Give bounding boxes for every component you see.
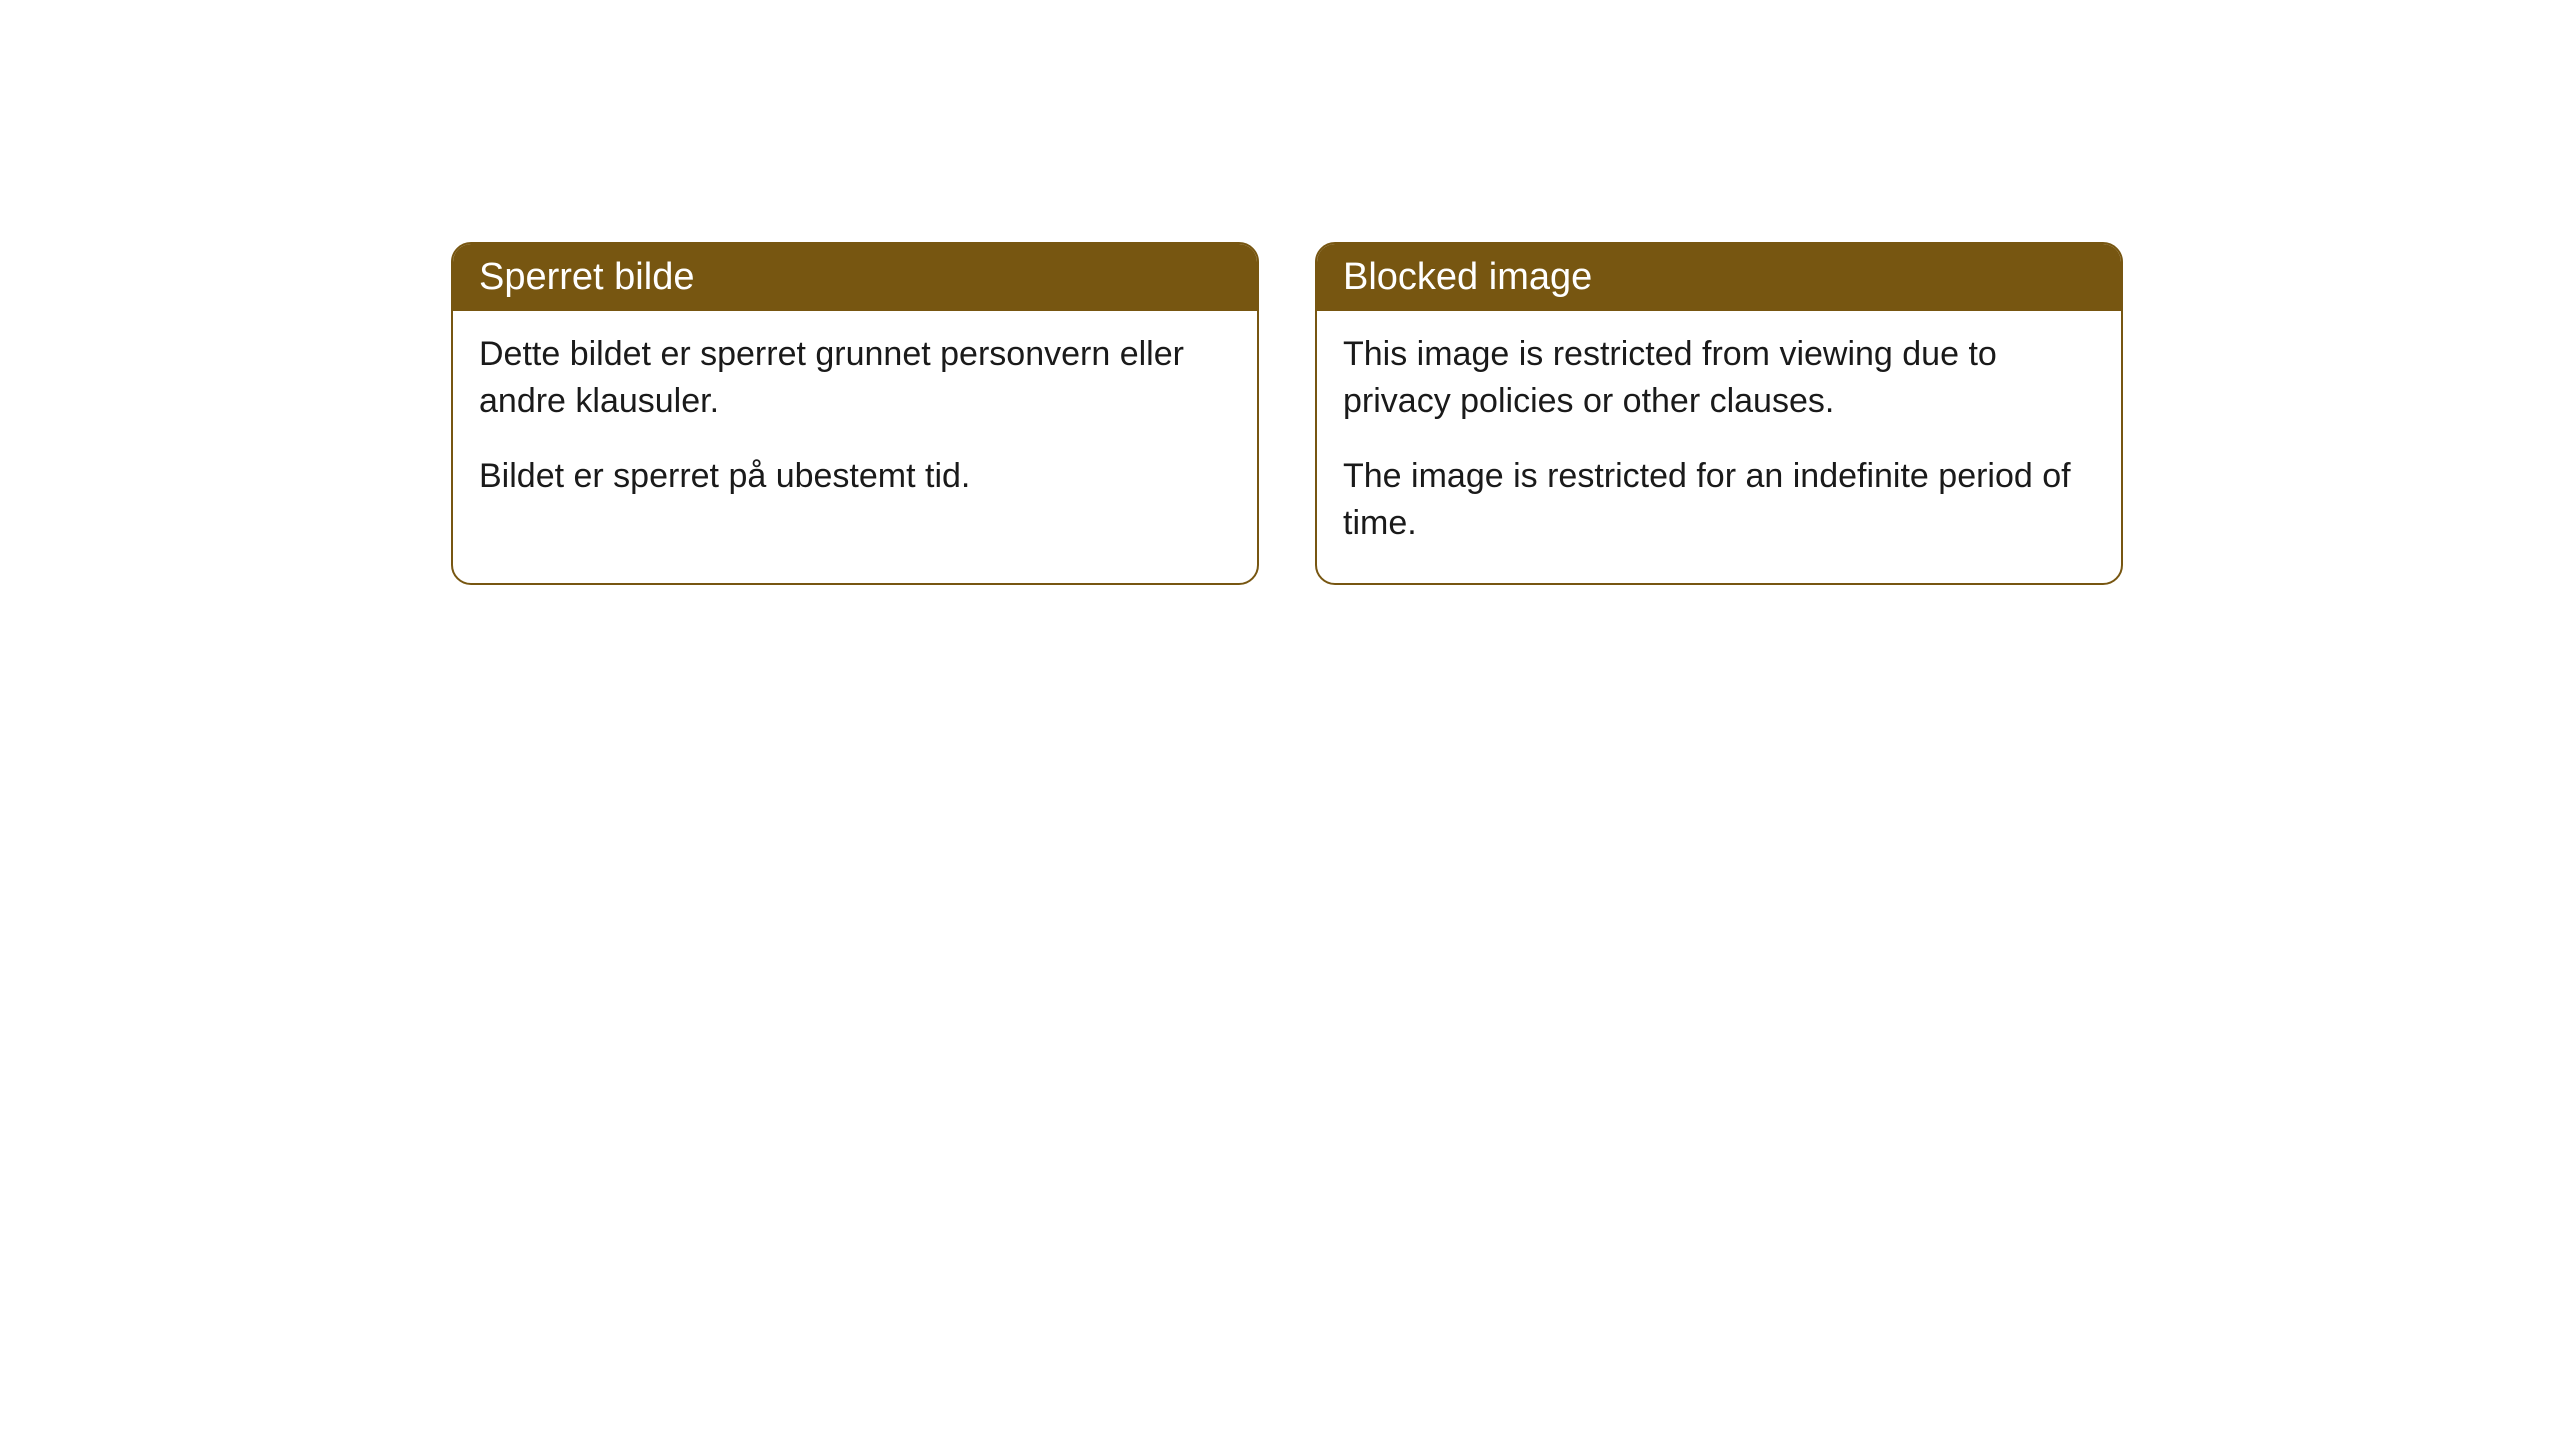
card-paragraph: Bildet er sperret på ubestemt tid. [479,453,1231,500]
card-body: Dette bildet er sperret grunnet personve… [453,311,1257,536]
notice-cards-container: Sperret bilde Dette bildet er sperret gr… [451,242,2123,585]
notice-card-english: Blocked image This image is restricted f… [1315,242,2123,585]
card-body: This image is restricted from viewing du… [1317,311,2121,583]
card-title: Blocked image [1343,256,1592,298]
card-header: Sperret bilde [453,244,1257,311]
card-header: Blocked image [1317,244,2121,311]
notice-card-norwegian: Sperret bilde Dette bildet er sperret gr… [451,242,1259,585]
card-title: Sperret bilde [479,256,694,298]
card-paragraph: This image is restricted from viewing du… [1343,331,2095,425]
card-paragraph: Dette bildet er sperret grunnet personve… [479,331,1231,425]
card-paragraph: The image is restricted for an indefinit… [1343,453,2095,547]
